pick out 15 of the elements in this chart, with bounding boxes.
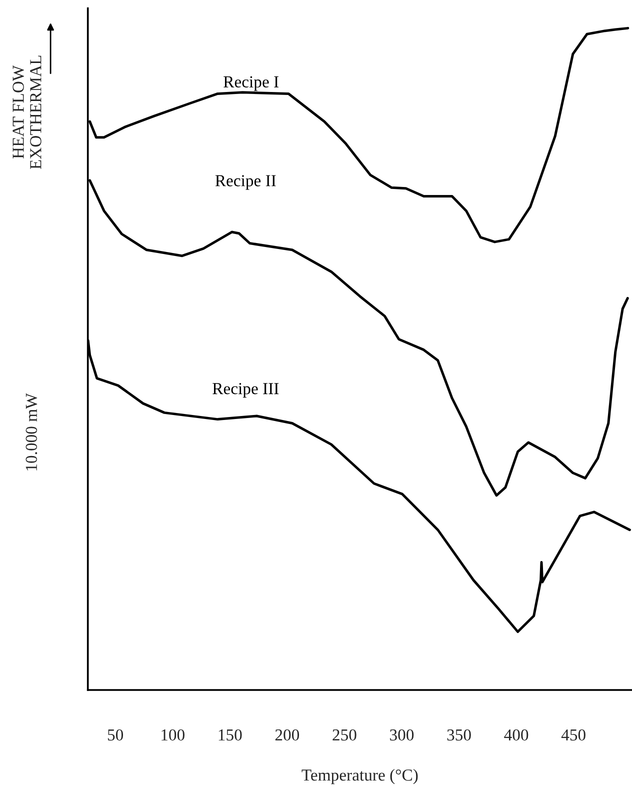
x-tick-label: 400 xyxy=(504,729,528,741)
x-tick-label: 50 xyxy=(108,729,124,741)
y-axis-title: HEAT FLOW EXOTHERMAL xyxy=(12,56,42,170)
x-tick-label: 300 xyxy=(390,729,414,741)
x-tick-label: 200 xyxy=(275,729,300,741)
x-tick-label: 350 xyxy=(447,729,471,741)
x-tick-label: 100 xyxy=(162,729,184,741)
text: Recipe II xyxy=(215,175,276,190)
x-tick-label: 250 xyxy=(332,729,356,741)
x-tick-label: 450 xyxy=(561,729,586,741)
x-axis-title: Temperature (°C) xyxy=(302,768,418,784)
text: 10.000 mW xyxy=(26,393,38,470)
series-label: Recipe I xyxy=(224,76,278,91)
x-tick-label: 150 xyxy=(218,729,242,741)
series-label: Recipe III xyxy=(212,383,279,398)
